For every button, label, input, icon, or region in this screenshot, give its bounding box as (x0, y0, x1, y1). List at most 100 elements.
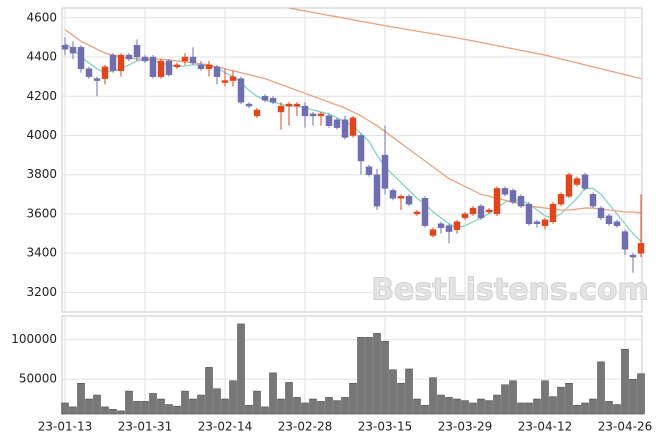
candle-body (317, 113, 325, 117)
y-tick-label: 4600 (26, 10, 57, 24)
candle-body (117, 54, 125, 72)
candle-body (549, 203, 557, 223)
y-tick-label: 3800 (26, 167, 57, 181)
volume-bar (413, 398, 421, 415)
candle-body (101, 66, 109, 79)
x-tick-label: 23-04-12 (518, 420, 572, 434)
y-tick-label: 3600 (26, 206, 57, 220)
volume-bar (501, 384, 509, 415)
watermark: BestListens.com (371, 273, 649, 308)
candle-body (437, 223, 445, 228)
candle-body (557, 194, 565, 205)
volume-bar (77, 382, 85, 415)
candle-body (389, 190, 397, 199)
volume-bar (477, 398, 485, 415)
volume-bar (485, 400, 493, 415)
candle-body (157, 60, 165, 77)
volume-bar (597, 361, 605, 415)
volume-bar (333, 400, 341, 415)
candle-body (581, 174, 589, 189)
x-tick-label: 23-02-28 (278, 420, 332, 434)
candle-body (485, 209, 493, 213)
candle-body (325, 115, 333, 126)
volume-bar (133, 401, 141, 415)
candle-body (517, 196, 525, 207)
candle-body (461, 213, 469, 219)
volume-bar (125, 390, 133, 415)
volume-bar (557, 386, 565, 415)
candle-body (541, 219, 549, 226)
volume-bar (109, 409, 117, 415)
candle-body (213, 66, 221, 77)
candle-body (261, 96, 269, 101)
candle-body (629, 254, 637, 258)
volume-bar (61, 402, 69, 415)
volume-bar (509, 380, 517, 415)
y-tick-label: 4200 (26, 89, 57, 103)
candle-body (221, 80, 229, 83)
candle-body (621, 231, 629, 250)
volume-bar (637, 373, 645, 415)
candle-body (85, 68, 93, 77)
candle-body (397, 196, 405, 199)
volume-bar (237, 323, 245, 415)
candle-body (237, 78, 245, 103)
candle-body (173, 64, 181, 68)
volume-bar (229, 380, 237, 415)
volume-bar (149, 393, 157, 415)
x-tick-label: 23-02-14 (198, 420, 252, 434)
volume-bar (157, 398, 165, 415)
volume-bar (205, 367, 213, 415)
candle-body (413, 211, 421, 215)
volume-bar (69, 406, 77, 415)
volume-bar (357, 337, 365, 415)
candle-body (293, 103, 301, 107)
volume-bar (373, 333, 381, 415)
volume-bar (101, 406, 109, 415)
candle-body (349, 117, 357, 136)
volume-bar (261, 406, 269, 415)
ma-line (64, 29, 642, 214)
x-tick-label: 23-01-13 (38, 420, 92, 434)
candle-body (357, 135, 365, 162)
volume-bar (181, 390, 189, 415)
volume-bar (365, 337, 373, 415)
candle-body (373, 174, 381, 207)
volume-bar (253, 390, 261, 415)
candle-body (381, 154, 389, 189)
candle-body (277, 105, 285, 113)
x-tick-label: 23-04-26 (598, 420, 652, 434)
volume-bar (93, 394, 101, 415)
volume-bar (589, 398, 597, 415)
volume-bar (421, 405, 429, 415)
candle-body (245, 103, 253, 107)
volume-bar (117, 410, 125, 415)
volume-bar (469, 402, 477, 415)
volume-bar (165, 404, 173, 415)
candle-body (637, 243, 645, 254)
volume-bar (301, 402, 309, 415)
volume-bar (453, 398, 461, 415)
volume-bar (317, 401, 325, 415)
candle-body (141, 56, 149, 62)
volume-bar (389, 369, 397, 415)
volume-bar (517, 402, 525, 415)
volume-bar (461, 400, 469, 415)
volume-bar (349, 382, 357, 415)
volume-bar (141, 401, 149, 415)
volume-bar (293, 397, 301, 415)
price-panel (61, 7, 643, 313)
candle-body (493, 188, 501, 215)
y-tick-label: 100000 (11, 332, 57, 346)
candle-body (229, 76, 237, 81)
y-tick-label: 3200 (26, 285, 57, 299)
volume-bar (581, 402, 589, 415)
candle-body (453, 221, 461, 230)
candle-body (77, 46, 85, 70)
volume-bar (525, 402, 533, 415)
candle-body (301, 105, 309, 117)
volume-bar (221, 398, 229, 415)
candle-body (309, 113, 317, 117)
candle-body (597, 207, 605, 219)
